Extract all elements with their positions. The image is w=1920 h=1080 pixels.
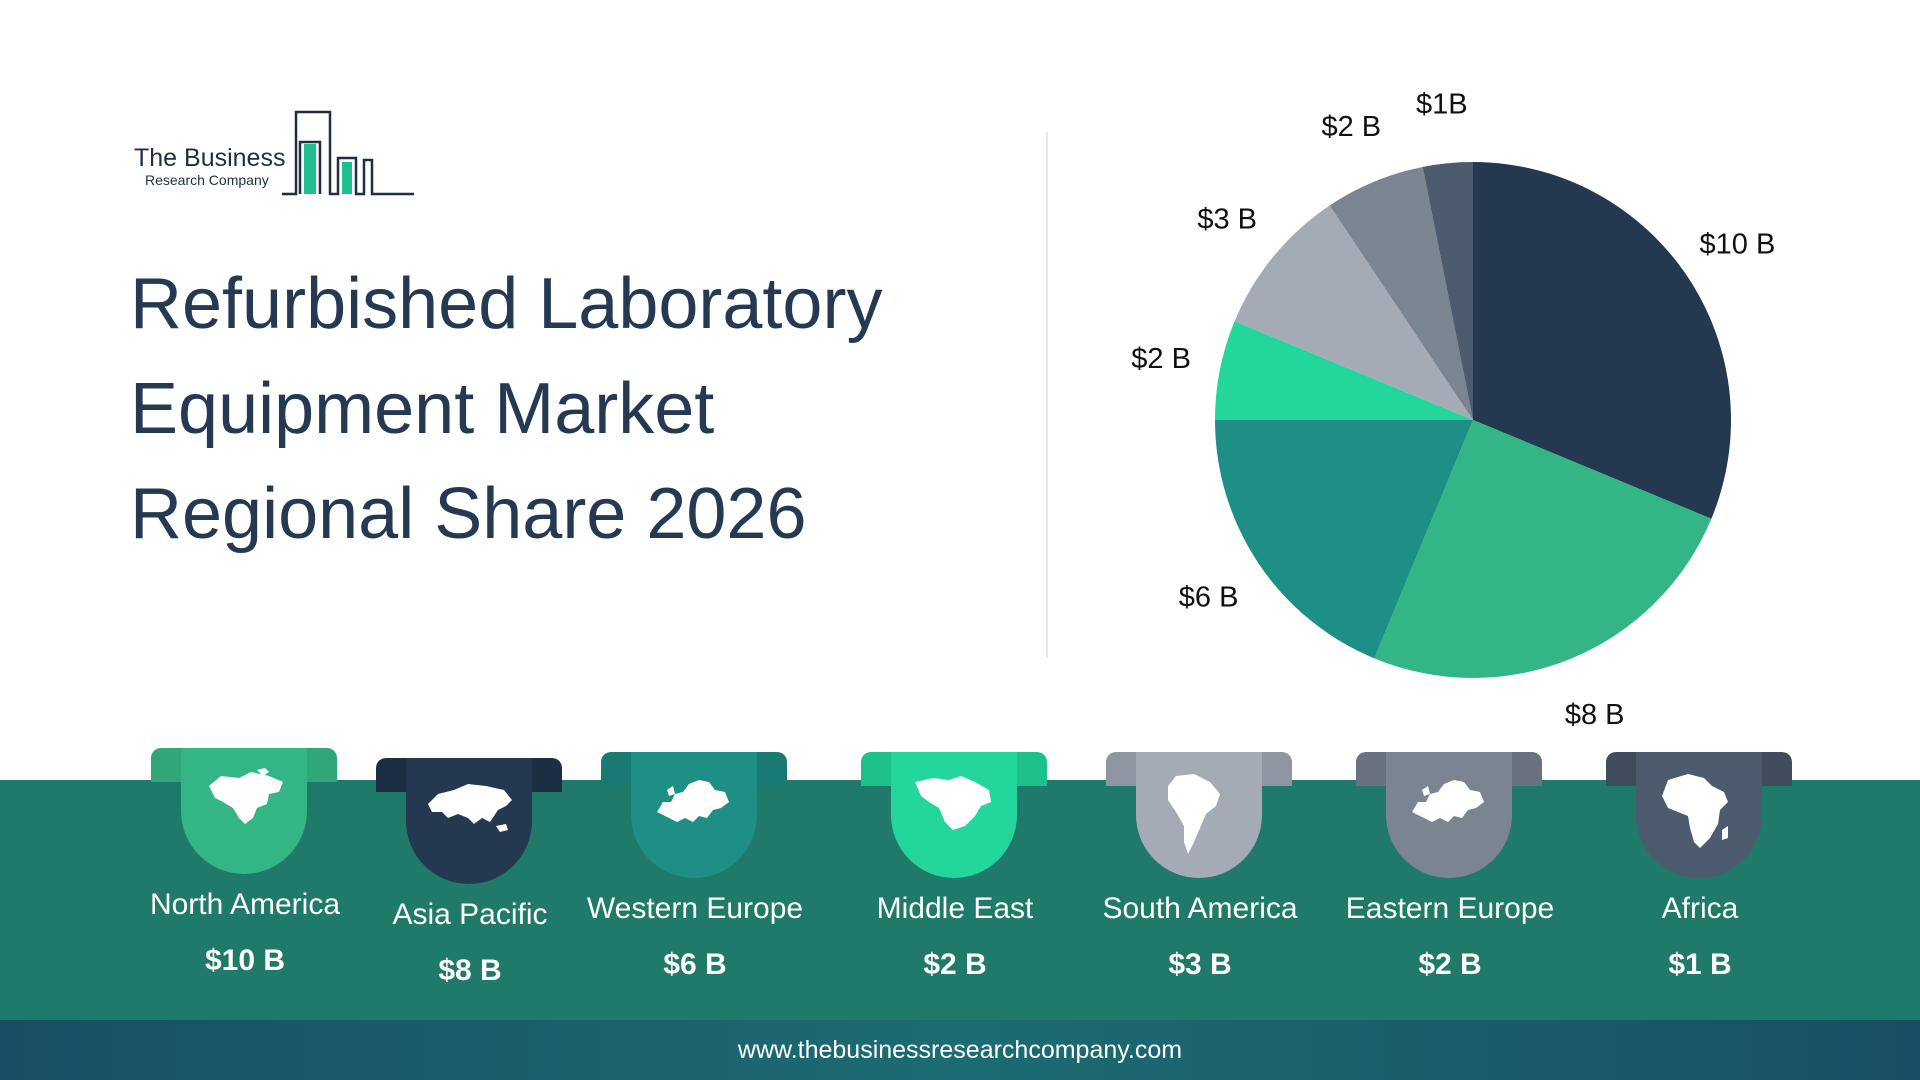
pie-slice-western-europe xyxy=(1215,420,1473,659)
company-logo[interactable]: The Business Research Company xyxy=(134,108,424,200)
region-badge xyxy=(376,758,562,884)
europe-map-icon xyxy=(657,780,729,822)
region-value: $6 B xyxy=(663,948,727,981)
pie-slice-north-america xyxy=(1473,162,1731,519)
region-badge xyxy=(151,748,337,874)
logo-name: The Business xyxy=(134,144,286,172)
title-line: Regional Share 2026 xyxy=(130,474,807,554)
pie-data-label: $6 B xyxy=(1179,582,1239,614)
region-card-western-europe: Western Europe $6 B xyxy=(570,752,820,1002)
pie-slice-middle-east xyxy=(1215,321,1473,420)
pie-data-label: $2 B xyxy=(1321,111,1381,143)
region-value: $2 B xyxy=(1418,948,1482,981)
region-name: South America xyxy=(1102,892,1298,925)
pie-data-label: $8 B xyxy=(1565,699,1625,730)
page-title: Refurbished Laboratory Equipment Market … xyxy=(130,252,990,567)
logo-buildings-icon xyxy=(282,110,414,196)
region-name: North America xyxy=(149,888,341,921)
region-value: $3 B xyxy=(1168,948,1232,981)
title-line: Refurbished Laboratory xyxy=(130,264,883,344)
pie-slice-asia-pacific xyxy=(1374,420,1712,678)
region-name: Middle East xyxy=(876,892,1034,925)
region-card-south-america: South America $3 B xyxy=(1075,752,1325,1002)
region-name: Western Europe xyxy=(586,892,804,925)
footer: www.thebusinessresearchcompany.com xyxy=(0,1020,1920,1080)
asia-map-icon xyxy=(428,784,512,832)
pie-data-label: $10 B xyxy=(1700,228,1776,260)
region-name: Eastern Europe xyxy=(1345,892,1555,925)
regional-share-pie-chart: $10 B $8 B $6 B $2 B $3 B $2 B $1B xyxy=(1131,90,1776,730)
region-badge xyxy=(601,752,787,878)
europe-map-icon xyxy=(1412,780,1484,822)
region-badge xyxy=(861,752,1047,878)
region-name: Africa xyxy=(1661,892,1739,925)
region-badge xyxy=(1606,752,1792,878)
region-value: $2 B xyxy=(923,948,987,981)
north-america-map-icon xyxy=(209,768,283,824)
south-america-map-icon xyxy=(1168,774,1220,854)
pie-data-label: $1B xyxy=(1416,90,1468,121)
region-value: $8 B xyxy=(438,954,502,987)
footer-website-link[interactable]: www.thebusinessresearchcompany.com xyxy=(737,1036,1183,1064)
region-badge xyxy=(1356,752,1542,878)
pie-data-label: $2 B xyxy=(1131,343,1191,375)
region-card-middle-east: Middle East $2 B xyxy=(830,752,1080,1002)
middle-east-map-icon xyxy=(915,776,991,830)
pie-slice-eastern-europe xyxy=(1329,166,1473,420)
region-card-north-america: North America $10 B xyxy=(120,748,370,998)
vertical-divider xyxy=(1046,132,1048,658)
region-value: $10 B xyxy=(204,944,286,977)
logo-subtitle: Research Company xyxy=(145,172,269,188)
title-line: Equipment Market xyxy=(130,369,715,449)
region-card-asia-pacific: Asia Pacific $8 B xyxy=(345,758,595,1008)
region-card-africa: Africa $1 B xyxy=(1575,752,1825,1002)
region-badge xyxy=(1106,752,1292,878)
region-value: $1 B xyxy=(1668,948,1732,981)
pie-data-label: $3 B xyxy=(1197,203,1257,235)
region-name: Asia Pacific xyxy=(392,898,548,931)
pie-slice-africa xyxy=(1422,162,1473,420)
pie-slice-south-america xyxy=(1234,205,1473,420)
africa-map-icon xyxy=(1662,774,1728,848)
region-card-eastern-europe: Eastern Europe $2 B xyxy=(1325,752,1575,1002)
